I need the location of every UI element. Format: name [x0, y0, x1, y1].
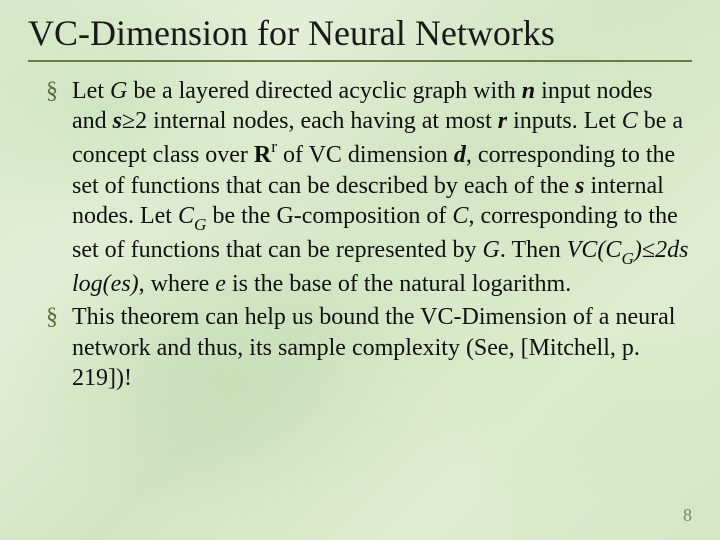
bullet-text: Let G be a layered directed acyclic grap… — [72, 76, 692, 300]
slide-body: § Let G be a layered directed acyclic gr… — [28, 76, 692, 395]
slide-title: VC-Dimension for Neural Networks — [28, 14, 692, 54]
bullet-item: § Let G be a layered directed acyclic gr… — [46, 76, 692, 300]
bullet-text: This theorem can help us bound the VC-Di… — [72, 302, 692, 394]
section-icon: § — [46, 76, 72, 106]
page-number: 8 — [683, 505, 692, 526]
slide: VC-Dimension for Neural Networks § Let G… — [0, 0, 720, 540]
title-underline — [28, 60, 692, 62]
section-icon: § — [46, 302, 72, 332]
bullet-item: § This theorem can help us bound the VC-… — [46, 302, 692, 394]
